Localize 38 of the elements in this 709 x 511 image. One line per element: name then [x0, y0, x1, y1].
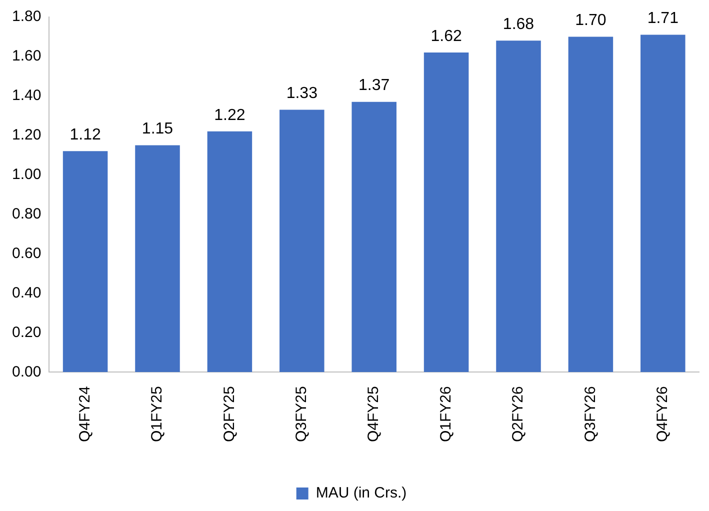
- bar: [496, 40, 541, 372]
- x-tick-label: Q3FY26: [582, 386, 599, 442]
- y-tick-label: 1.00: [12, 166, 42, 183]
- y-tick-label: 1.20: [12, 126, 42, 144]
- y-tick-label: 0.60: [12, 244, 42, 262]
- data-label: 1.62: [430, 28, 462, 45]
- x-tick-label: Q2FY25: [220, 386, 238, 442]
- data-label: 1.12: [70, 126, 101, 144]
- bar: [207, 131, 252, 372]
- x-tick-label: Q1FY26: [437, 386, 454, 442]
- x-tick-label: Q3FY25: [293, 386, 310, 442]
- data-label: 1.22: [214, 106, 246, 124]
- bar: [640, 34, 686, 372]
- y-tick-label: 0.00: [12, 363, 42, 380]
- y-tick-label: 1.40: [12, 87, 42, 104]
- bar: [280, 110, 324, 372]
- legend-label: MAU (in Crs.): [316, 484, 407, 502]
- data-label: 1.15: [142, 120, 174, 138]
- bar: [135, 145, 180, 372]
- x-tick-label: Q2FY26: [510, 386, 527, 442]
- y-tick-label: 0.20: [12, 324, 42, 341]
- y-tick-label: 1.80: [12, 8, 42, 26]
- data-label: 1.37: [358, 77, 390, 94]
- x-tick-label: Q1FY25: [148, 386, 166, 442]
- data-label: 1.33: [286, 85, 318, 102]
- data-label: 1.70: [575, 12, 606, 30]
- y-tick-label: 0.80: [12, 205, 42, 222]
- bar: [424, 52, 469, 372]
- bar: [62, 151, 108, 372]
- x-tick-label: Q4FY26: [654, 386, 672, 442]
- y-tick-label: 0.40: [12, 284, 42, 302]
- data-label: 1.68: [502, 16, 534, 34]
- bar: [568, 36, 614, 372]
- bar: [352, 102, 396, 372]
- data-label: 1.71: [647, 10, 679, 28]
- x-tick-label: Q4FY24: [76, 386, 94, 442]
- y-tick-label: 1.60: [12, 48, 42, 65]
- x-tick-label: Q4FY25: [365, 386, 382, 442]
